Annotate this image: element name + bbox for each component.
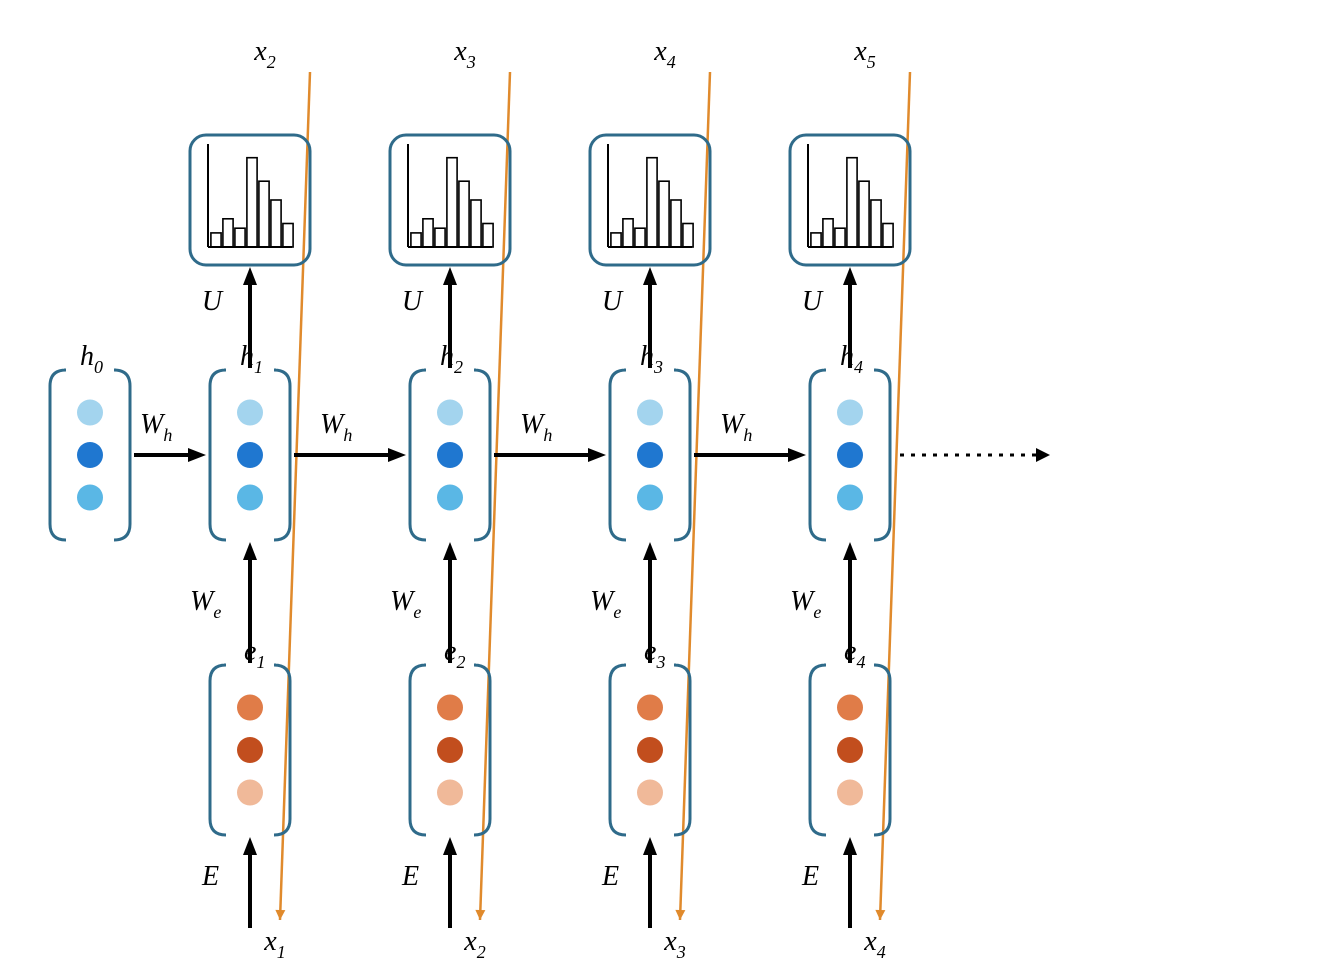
embedding-vector-box [410, 665, 490, 835]
pred-label: x4 [653, 36, 675, 72]
output-distribution-box [790, 135, 910, 265]
embedding-vector-box [810, 665, 890, 835]
output-distribution-box [190, 135, 310, 265]
pred-label: x5 [853, 36, 875, 72]
We-label: We [590, 586, 621, 622]
input-label: x1 [263, 926, 285, 962]
E-label: E [201, 861, 219, 892]
U-label: U [402, 286, 424, 317]
output-distribution-box [590, 135, 710, 265]
hidden-state-box [210, 370, 290, 540]
U-label: U [802, 286, 824, 317]
E-label: E [601, 861, 619, 892]
hidden-state-box [50, 370, 130, 540]
U-label: U [202, 286, 224, 317]
E-label: E [801, 861, 819, 892]
We-label: We [390, 586, 421, 622]
output-distribution-box [390, 135, 510, 265]
E-label: E [401, 861, 419, 892]
hidden-state-box [410, 370, 490, 540]
Wh-label: Wh [720, 409, 752, 445]
input-label: x2 [463, 926, 485, 962]
pred-label: x3 [453, 36, 475, 72]
hidden-state-box [610, 370, 690, 540]
input-label: x4 [863, 926, 885, 962]
We-label: We [790, 586, 821, 622]
Wh-label: Wh [140, 409, 172, 445]
pred-label: x2 [253, 36, 275, 72]
embedding-vector-box [610, 665, 690, 835]
input-label: x3 [663, 926, 685, 962]
hidden-state-box [810, 370, 890, 540]
We-label: We [190, 586, 221, 622]
Wh-label: Wh [520, 409, 552, 445]
embedding-vector-box [210, 665, 290, 835]
Wh-label: Wh [320, 409, 352, 445]
U-label: U [602, 286, 624, 317]
